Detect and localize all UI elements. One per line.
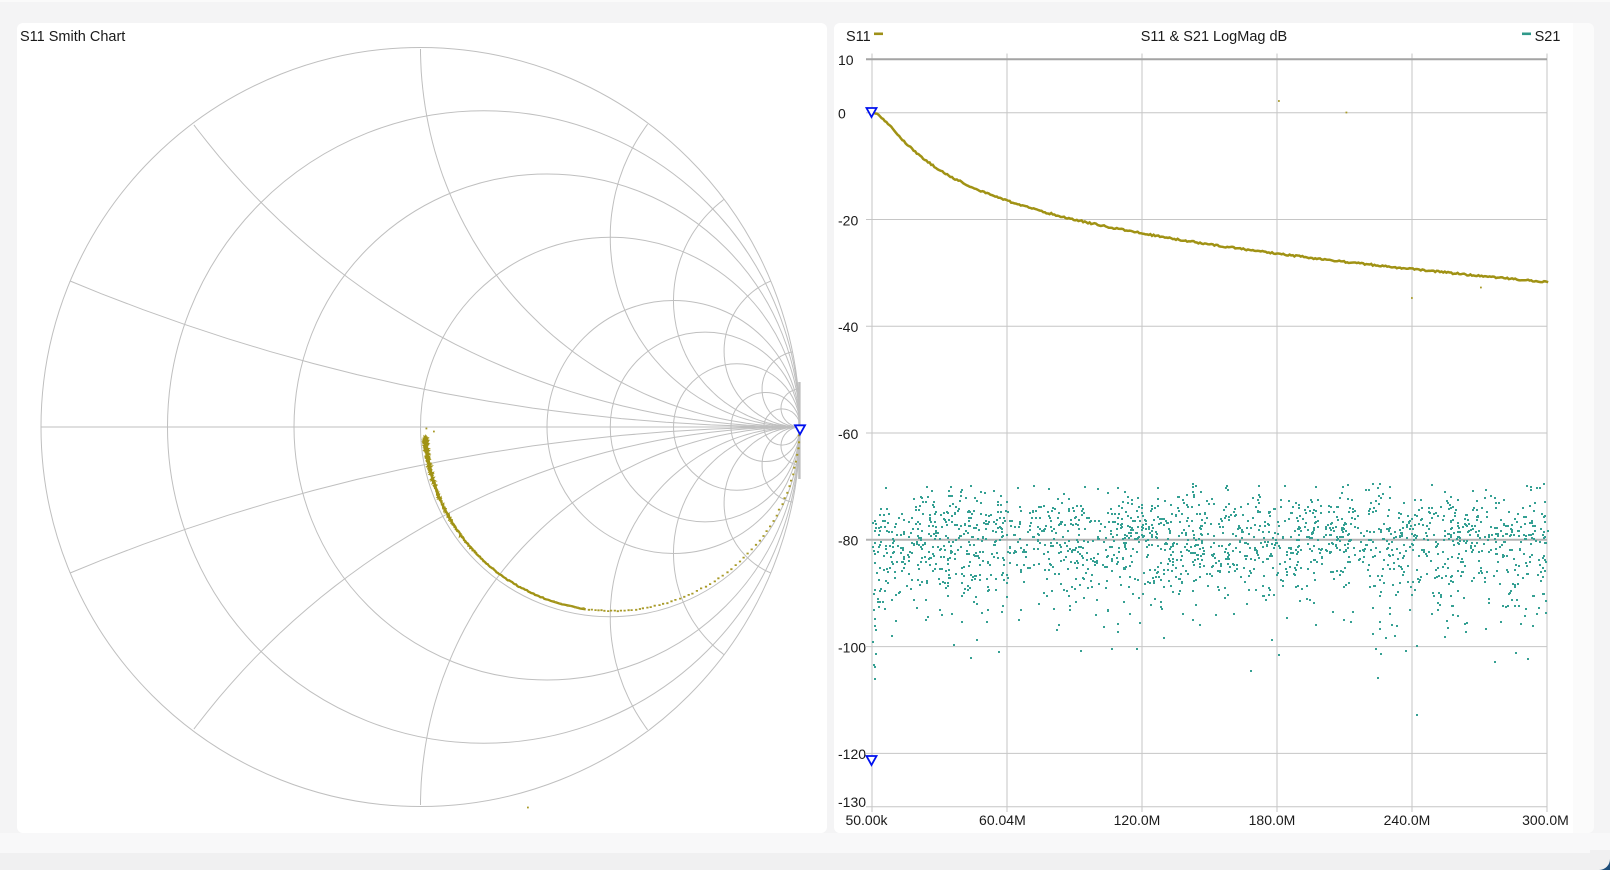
svg-text:-100: -100 <box>838 639 866 655</box>
svg-text:-60: -60 <box>838 426 858 442</box>
svg-text:-120: -120 <box>838 746 866 762</box>
svg-text:S11: S11 <box>846 29 871 45</box>
svg-text:-40: -40 <box>838 319 858 335</box>
svg-text:S11 & S21 LogMag dB: S11 & S21 LogMag dB <box>1141 29 1287 45</box>
svg-text:240.0M: 240.0M <box>1384 812 1431 828</box>
svg-text:-20: -20 <box>838 212 858 228</box>
svg-text:-130: -130 <box>838 794 866 810</box>
svg-text:0: 0 <box>838 106 846 122</box>
svg-text:10: 10 <box>838 52 854 68</box>
svg-text:60.04M: 60.04M <box>979 812 1026 828</box>
svg-text:300.0M: 300.0M <box>1522 812 1569 828</box>
svg-text:S21: S21 <box>1535 29 1561 45</box>
svg-text:50.00k: 50.00k <box>845 812 888 828</box>
svg-text:S11 Smith Chart: S11 Smith Chart <box>20 29 125 45</box>
svg-text:120.0M: 120.0M <box>1114 812 1161 828</box>
svg-text:180.0M: 180.0M <box>1249 812 1296 828</box>
svg-text:-80: -80 <box>838 533 858 549</box>
